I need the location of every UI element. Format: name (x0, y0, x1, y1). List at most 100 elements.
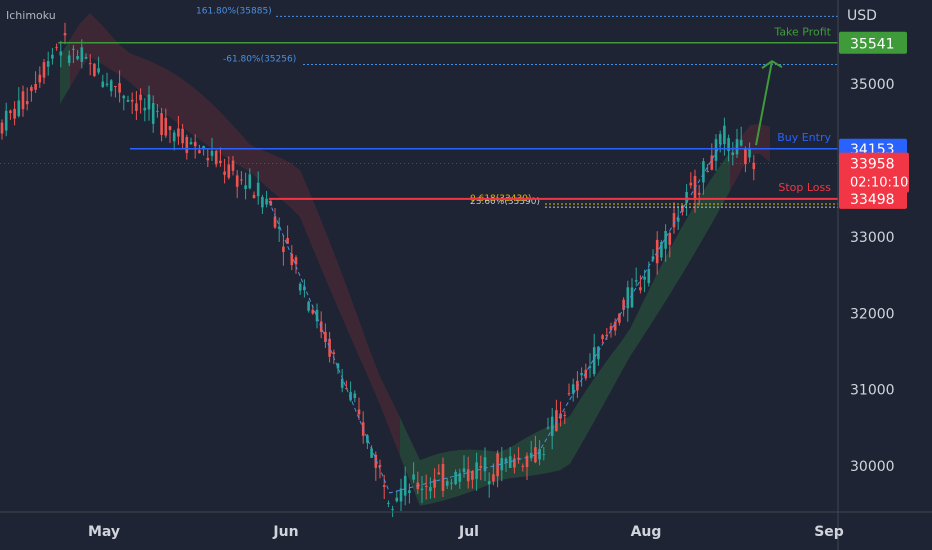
candle-body (80, 47, 84, 62)
candle-body (353, 393, 357, 399)
stop-loss-price-tag (839, 188, 907, 209)
candle-body (160, 113, 163, 135)
candle-body (93, 63, 96, 77)
price-tick-label: 31000 (850, 383, 895, 399)
candle-body (382, 485, 386, 488)
price-tick-label: 33000 (850, 230, 895, 246)
candle-body (34, 83, 37, 90)
candle-body (492, 474, 495, 482)
candle-body (181, 128, 184, 144)
time-tick-label: Jun (272, 524, 298, 540)
candle-body (399, 488, 403, 502)
candle-body (647, 269, 651, 284)
candle-body (576, 380, 579, 391)
candle-body (609, 326, 613, 331)
candle-body (219, 160, 222, 164)
candle-body (504, 458, 508, 462)
candle-body (17, 100, 21, 117)
cloud-segment (600, 356, 610, 411)
candle-body (345, 388, 348, 390)
candle-body (450, 482, 453, 484)
pattern-zigzag-line (268, 140, 724, 494)
candle-body (462, 468, 466, 473)
candle-body (513, 458, 516, 468)
candle-body (643, 276, 646, 280)
candle-body (130, 99, 134, 102)
candle-body (681, 205, 684, 212)
cloud-segment (240, 133, 250, 173)
candle-body (601, 335, 604, 340)
cloud-segment (320, 217, 330, 290)
cloud-segment (700, 180, 710, 244)
candle-body (571, 384, 575, 394)
candles (0, 22, 756, 518)
candle-body (109, 80, 113, 92)
candle-body (429, 487, 432, 492)
candle-body (147, 94, 151, 110)
candle-body (282, 246, 285, 252)
cloud-segment (690, 196, 700, 261)
candle-body (63, 33, 67, 36)
candle-body (731, 152, 735, 155)
cloud-segment (460, 449, 470, 496)
candle-body (517, 457, 520, 460)
candle-body (395, 497, 399, 502)
candle-body (105, 83, 109, 86)
candle-body (72, 48, 75, 50)
candle-body (702, 161, 705, 183)
cloud-segment (340, 268, 350, 336)
candle-body (672, 213, 676, 228)
cloud-segment (180, 77, 190, 133)
candle-body (370, 448, 373, 458)
time-tick-label: Sep (814, 524, 844, 540)
candle-body (51, 54, 54, 59)
stop-loss-label: Stop Loss (778, 181, 831, 194)
candle-body (97, 68, 100, 73)
cloud-segment (380, 376, 390, 431)
candle-body (525, 455, 529, 468)
candle-body (122, 95, 126, 99)
candle-body (714, 139, 718, 161)
candle-body (13, 108, 16, 119)
candle-body (4, 110, 8, 131)
candle-body (718, 134, 722, 145)
time-tick-label: May (88, 524, 120, 540)
cloud-segment (100, 23, 110, 69)
cloud-segment (640, 287, 650, 342)
candle-body (9, 110, 12, 114)
candle-body (374, 454, 378, 468)
take-profit-price-text: 35541 (850, 37, 895, 53)
candle-body (676, 217, 680, 222)
candle-body (752, 162, 756, 170)
candle-body (198, 150, 201, 154)
candle-body (261, 196, 264, 208)
candle-body (735, 139, 739, 155)
candle-body (534, 447, 537, 463)
candle-body (21, 91, 25, 110)
candle-body (332, 352, 336, 355)
candle-body (622, 299, 625, 310)
candle-body (273, 216, 277, 228)
candle-body (235, 175, 239, 187)
candle-body (626, 287, 630, 309)
candle-body (391, 508, 394, 510)
candle-body (412, 474, 415, 480)
candle-body (269, 201, 273, 206)
cloud-segment (300, 170, 310, 242)
candle-body (189, 142, 193, 145)
cloud-segment (110, 34, 120, 76)
candle-body (437, 472, 441, 475)
cloud-segment (650, 267, 660, 326)
candle-body (408, 490, 411, 494)
cloud-segment (670, 230, 680, 294)
candle-body (639, 287, 642, 291)
candle-body (118, 83, 121, 93)
indicator-label[interactable]: Ichimoku (6, 9, 56, 22)
candle-body (202, 146, 205, 149)
candle-body (315, 309, 319, 322)
candle-body (227, 164, 231, 178)
candle-body (223, 171, 226, 175)
stop-loss-price-text: 33498 (850, 192, 895, 208)
